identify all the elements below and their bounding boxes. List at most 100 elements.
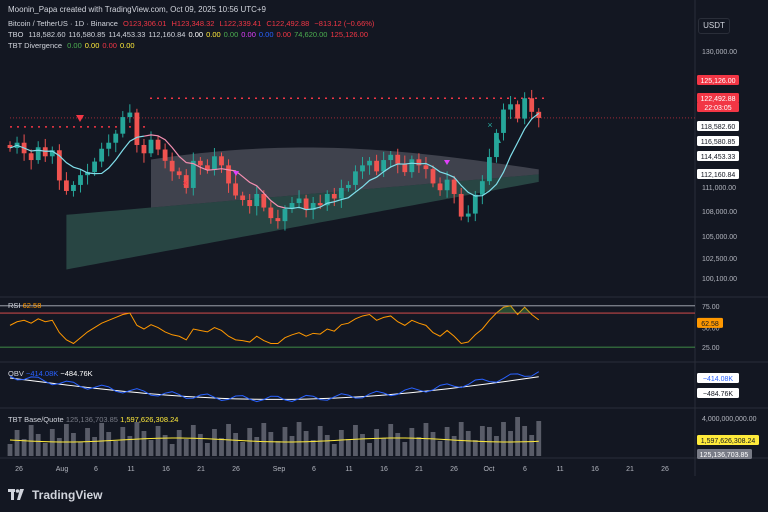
brand-name: TradingView (32, 488, 103, 502)
candle-body-37 (268, 207, 274, 219)
volume-bar-6 (49, 429, 55, 456)
candle-body-50 (360, 165, 365, 172)
volume-bar-35 (254, 437, 260, 456)
candle-body-3 (28, 153, 34, 161)
candle-body-54 (388, 154, 394, 161)
tradingview-logo: TradingView (8, 488, 102, 502)
price-tag-0: 125,126.00 (700, 78, 735, 85)
candle-body-66 (472, 194, 478, 214)
time-axis-label-13: Oct (484, 466, 495, 473)
candle-body-10 (78, 175, 83, 185)
volume-value-2: 1,597,626,308.24 (120, 415, 179, 424)
candle-body-22 (162, 149, 168, 161)
tbo-value-4: 0.00 (188, 30, 204, 39)
price-tag-1: 122,492.88 (700, 96, 735, 103)
time-axis-label-4: 16 (162, 466, 170, 473)
candle-body-58 (416, 159, 422, 166)
volume-bar-10 (78, 442, 83, 456)
time-axis-label-1: Aug (56, 466, 69, 473)
candle-body-49 (353, 171, 358, 185)
tbo-value-9: 0.00 (276, 30, 292, 39)
tbo-legend[interactable]: TBO 118,582.60 116,580.85 114,453.33 112,16… (8, 30, 371, 39)
candle-body-15 (113, 133, 119, 143)
obv-value-2: −484.76K (60, 369, 93, 378)
candle-body-21 (155, 139, 161, 150)
ohlc-low: L122,339.41 (219, 19, 262, 28)
candle-body-39 (282, 209, 288, 222)
volume-bar-60 (430, 432, 436, 456)
tbo-value-11: 125,126.00 (330, 30, 369, 39)
cross-marker-2: × (487, 120, 492, 130)
volume-bar-13 (99, 423, 105, 456)
volume-bar-40 (289, 436, 295, 456)
volume-bar-33 (240, 442, 246, 456)
volume-bar-71 (508, 431, 513, 456)
volume-bar-56 (402, 442, 408, 456)
candle-body-56 (402, 163, 408, 173)
candle-body-8 (64, 180, 69, 191)
ohlc-open: O123,306.01 (123, 19, 167, 28)
candle-body-55 (395, 154, 401, 164)
volume-bar-32 (233, 433, 238, 456)
symbol-legend[interactable]: Bitcoin / TetherUS · 1D · Binance O123,3… (8, 19, 377, 28)
rsi-label: RSI (8, 301, 21, 310)
candle-body-27 (197, 160, 203, 166)
candle-body-53 (381, 160, 387, 172)
obv-tag-1: −414.08K (703, 376, 733, 383)
currency-button[interactable]: USDT (698, 18, 730, 34)
candle-body-73 (522, 98, 528, 119)
candle-body-32 (233, 183, 238, 196)
candle-body-44 (317, 203, 323, 206)
price-tag-5: 114,453.33 (701, 154, 736, 161)
candle-body-46 (331, 193, 337, 199)
candle-body-59 (423, 165, 429, 170)
volume-bar-24 (176, 430, 182, 456)
obv-legend[interactable]: OBV −414.08K −484.76K (8, 369, 93, 378)
time-axis-label-15: 11 (556, 466, 563, 473)
volume-bar-53 (381, 438, 387, 456)
tbo-value-3: 112,160.84 (148, 30, 186, 39)
candle-body-38 (275, 218, 281, 222)
volume-bar-47 (338, 430, 344, 456)
volume-bar-65 (465, 431, 471, 456)
divergence-legend[interactable]: TBT Divergence 0.00 0.00 0.00 0.00 (8, 41, 138, 50)
candle-body-29 (212, 156, 217, 170)
candle-body-40 (289, 203, 295, 210)
candle-body-23 (169, 160, 175, 172)
rsi-legend[interactable]: RSI 62.58 (8, 301, 41, 310)
candle-body-33 (240, 195, 246, 201)
candle-body-20 (148, 139, 154, 154)
volume-bar-64 (458, 422, 464, 456)
price-tag-4: 116,580.85 (701, 139, 736, 146)
candle-body-4 (35, 147, 41, 161)
candle-body-62 (444, 179, 450, 191)
candle-body-60 (430, 169, 436, 184)
candle-body-63 (451, 179, 457, 194)
volume-bar-26 (190, 425, 196, 456)
candle-body-16 (120, 117, 126, 134)
price-axis-label-5: 102,500.00 (702, 256, 737, 263)
time-axis-label-11: 21 (415, 466, 423, 473)
obv-line (9, 371, 540, 403)
ohlc-high: H123,348.32 (171, 19, 215, 28)
volume-bar-61 (437, 441, 443, 456)
rsi-value: 62.58 (22, 301, 42, 310)
volume-legend[interactable]: TBT Base/Quote 125,136,703.85 1,597,626,… (8, 415, 178, 424)
tbo-value-2: 114,453.33 (108, 30, 146, 39)
obv-label: OBV (8, 369, 24, 378)
price-axis-label-0: 130,000.00 (702, 49, 737, 56)
divergence-value-1: 0.00 (84, 41, 100, 50)
price-tag-bg-4 (697, 136, 739, 146)
price-tag-bg-5 (697, 151, 739, 161)
volume-bar-73 (522, 426, 528, 456)
candle-body-74 (529, 98, 535, 112)
candle-body-57 (409, 159, 415, 173)
volume-value-1: 125,136,703.85 (65, 415, 118, 424)
candle-body-35 (254, 193, 260, 207)
candle-body-26 (190, 160, 196, 188)
divergence-value-0: 0.00 (67, 41, 82, 50)
time-axis-label-3: 11 (127, 466, 134, 473)
tbo-label: TBO (8, 30, 24, 39)
volume-bar-7 (56, 438, 62, 456)
